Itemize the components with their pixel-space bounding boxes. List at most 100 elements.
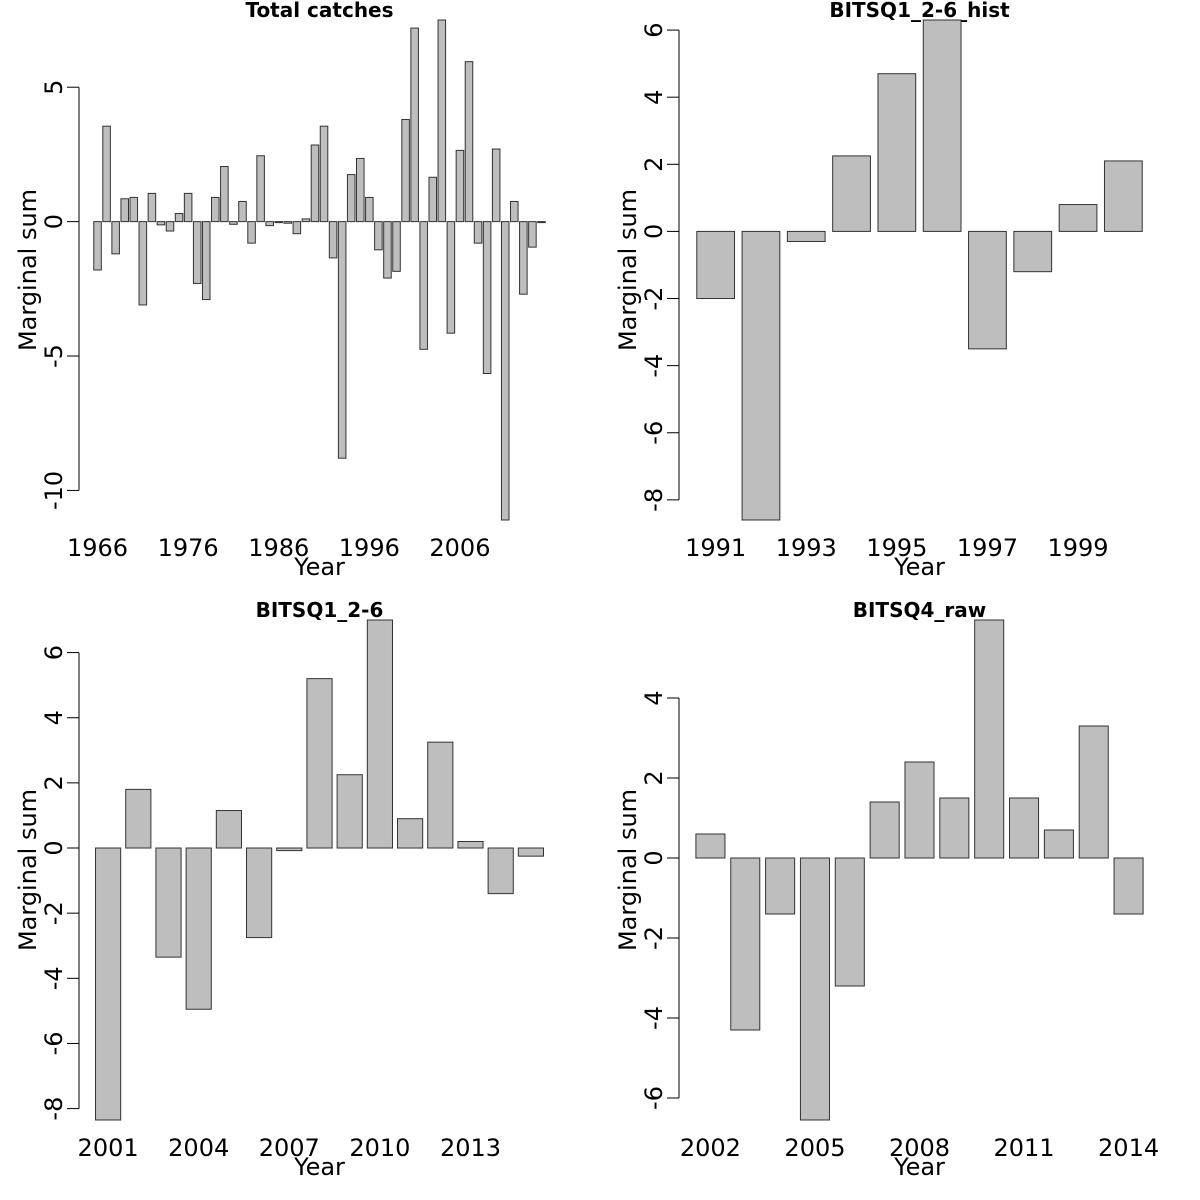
bar — [310, 144, 320, 223]
bar — [156, 221, 166, 226]
bar — [366, 619, 393, 849]
y-tick-label: 0 — [640, 850, 668, 865]
y-tick-label: -8 — [640, 488, 668, 512]
chart-panel-2: BITSQ1_2-6_hist -8 -6 -4 -2 0 2 4 6 1991 1993 1995 1… — [614, 0, 1143, 581]
bar — [247, 221, 256, 244]
y-tick-label: 6 — [640, 22, 668, 37]
bar — [834, 857, 865, 987]
bar — [1013, 230, 1053, 273]
bar — [120, 198, 129, 223]
bar — [446, 221, 456, 334]
bar — [510, 200, 519, 223]
bar — [1043, 829, 1074, 859]
bar — [383, 221, 392, 279]
x-axis-label: Year — [893, 1153, 945, 1181]
chart-panel-3: BITSQ1_2-6 -8 -6 -4 -2 0 2 4 6 2001 2004 2007 2010 20… — [14, 598, 544, 1181]
x-tick-label: 2004 — [168, 1134, 229, 1162]
bar — [95, 847, 122, 1121]
bar — [246, 847, 273, 939]
chart-title: Total catches — [245, 0, 393, 22]
y-tick-label: 0 — [40, 840, 68, 855]
bar — [786, 230, 826, 242]
bar — [410, 27, 419, 223]
bar — [283, 221, 293, 224]
bar — [974, 619, 1005, 859]
x-tick-label: 2005 — [784, 1134, 845, 1162]
bar — [799, 857, 830, 1121]
chart-title: BITSQ1_2-6 — [256, 598, 384, 622]
y-tick-label: 2 — [640, 157, 668, 172]
bar — [419, 221, 428, 350]
bar — [165, 221, 175, 232]
bar — [274, 221, 284, 224]
bar — [455, 149, 465, 223]
x-tick-label: 2007 — [259, 1134, 320, 1162]
y-tick-label: -8 — [40, 1097, 68, 1121]
bar — [336, 774, 363, 849]
bar — [487, 847, 514, 895]
y-tick-label: 6 — [40, 645, 68, 660]
y-tick-label: 4 — [40, 710, 68, 725]
y-tick-label: -4 — [640, 354, 668, 378]
x-tick-label: 1976 — [158, 534, 219, 562]
bar — [482, 221, 492, 374]
bar — [537, 221, 546, 224]
y-tick-label: 2 — [640, 770, 668, 785]
bar — [337, 221, 347, 459]
y-tick-label: 5 — [40, 80, 68, 95]
bar — [939, 797, 970, 859]
x-tick-label: 2001 — [78, 1134, 139, 1162]
y-tick-label: -5 — [40, 344, 68, 368]
bar — [256, 155, 265, 223]
bar — [174, 213, 184, 223]
bar — [765, 857, 796, 915]
y-tick-label: -4 — [640, 1006, 668, 1030]
x-tick-label: 1995 — [866, 534, 927, 562]
bar — [427, 741, 454, 849]
bar — [229, 221, 238, 225]
y-tick-label: 4 — [640, 90, 668, 105]
bar — [519, 221, 528, 295]
x-axis-label: Year — [293, 553, 345, 581]
bar — [93, 221, 102, 271]
bar — [500, 221, 510, 521]
y-axis-label: Marginal sum — [14, 189, 42, 351]
chart-panel-4: BITSQ4_raw -6 -4 -2 0 2 4 2002 2005 2008 2011 2014 Y… — [614, 598, 1159, 1181]
bar — [832, 155, 871, 232]
x-axis-label: Year — [293, 1153, 345, 1181]
bar — [1058, 204, 1098, 232]
bar — [238, 200, 247, 223]
bar — [695, 833, 726, 859]
bar — [276, 847, 303, 852]
bar — [155, 847, 182, 958]
bar — [401, 118, 410, 223]
bar — [306, 678, 333, 849]
bar — [397, 818, 424, 849]
y-tick-label: -6 — [640, 421, 668, 445]
x-tick-label: 2002 — [680, 1134, 741, 1162]
x-tick-label: 1997 — [957, 534, 1018, 562]
y-tick-label: 4 — [640, 690, 668, 705]
x-tick-label: 1996 — [339, 534, 400, 562]
bar — [1103, 160, 1143, 232]
bar — [356, 157, 365, 223]
bar — [1113, 857, 1144, 915]
bar — [292, 221, 302, 235]
bar — [877, 73, 917, 232]
bar — [464, 61, 474, 223]
bar — [319, 125, 329, 223]
x-tick-label: 2013 — [440, 1134, 501, 1162]
bar — [1078, 725, 1109, 859]
y-tick-label: -2 — [640, 926, 668, 950]
bar — [111, 221, 120, 255]
x-tick-label: 1991 — [685, 534, 746, 562]
x-tick-label: 2006 — [429, 534, 490, 562]
x-tick-label: 1999 — [1048, 534, 1109, 562]
x-tick-label: 2008 — [889, 1134, 950, 1162]
bar — [192, 221, 202, 284]
bar — [201, 221, 211, 301]
bar — [741, 230, 781, 521]
bar — [211, 196, 220, 223]
y-tick-label: -2 — [640, 287, 668, 311]
